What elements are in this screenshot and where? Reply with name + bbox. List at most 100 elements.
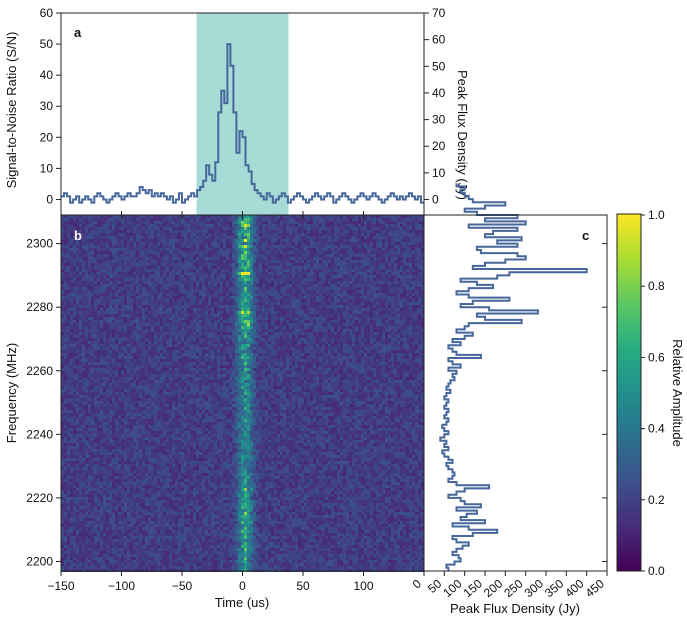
heatmap-cell [205,293,208,296]
heatmap-cell [289,239,292,242]
heatmap-cell [322,332,325,335]
heatmap-cell [229,302,232,305]
heatmap-cell [97,215,100,218]
heatmap-cell [334,308,337,311]
heatmap-cell [67,287,70,290]
heatmap-cell [274,275,277,278]
heatmap-cell [67,251,70,254]
heatmap-cell [109,260,112,263]
heatmap-cell [292,254,295,257]
heatmap-cell [400,266,403,269]
heatmap-cell [175,335,178,338]
heatmap-cell [181,317,184,320]
heatmap-cell [256,323,259,326]
heatmap-cell [208,272,211,275]
heatmap-cell [64,239,67,242]
heatmap-cell [112,218,115,221]
heatmap-cell [394,305,397,308]
heatmap-cell [220,245,223,248]
heatmap-cell [379,284,382,287]
heatmap-cell [391,287,394,290]
heatmap-cell [169,284,172,287]
heatmap-cell [238,233,241,236]
heatmap-cell [340,299,343,302]
heatmap-cell [235,221,238,224]
heatmap-cell [289,236,292,239]
heatmap-cell [415,272,418,275]
heatmap-cell [253,227,256,230]
heatmap-cell [397,326,400,329]
heatmap-cell [265,332,268,335]
heatmap-cell [292,248,295,251]
heatmap-cell [208,251,211,254]
heatmap-cell [175,320,178,323]
heatmap-cell [367,266,370,269]
heatmap-cell [328,227,331,230]
heatmap-cell [379,272,382,275]
heatmap-cell [97,263,100,266]
heatmap-cell [187,299,190,302]
heatmap-cell [268,236,271,239]
heatmap-cell [148,239,151,242]
heatmap-cell [379,236,382,239]
heatmap-cell [319,275,322,278]
heatmap-cell [115,224,118,227]
heatmap-cell [382,308,385,311]
heatmap-cell [271,230,274,233]
heatmap-cell [361,302,364,305]
heatmap-cell [394,317,397,320]
heatmap-cell [151,311,154,314]
heatmap-cell [259,215,262,218]
heatmap-cell [232,293,235,296]
heatmap-cell [157,263,160,266]
heatmap-cell [100,269,103,272]
heatmap-cell [193,227,196,230]
heatmap-cell [319,326,322,329]
heatmap-cell [331,281,334,284]
heatmap-cell [217,320,220,323]
heatmap-cell [214,311,217,314]
heatmap-cell [379,290,382,293]
heatmap-cell [136,299,139,302]
heatmap-cell [229,299,232,302]
heatmap-cell [154,335,157,338]
heatmap-cell [82,287,85,290]
heatmap-cell [76,296,79,299]
heatmap-cell [124,314,127,317]
heatmap-cell [316,332,319,335]
heatmap-cell [169,287,172,290]
heatmap-cell [163,314,166,317]
heatmap-cell [259,218,262,221]
heatmap-cell [352,308,355,311]
heatmap-cell [364,329,367,332]
heatmap-cell [64,323,67,326]
heatmap-cell [82,296,85,299]
heatmap-cell [127,293,130,296]
heatmap-cell [181,329,184,332]
heatmap-cell [178,302,181,305]
heatmap-cell [118,260,121,263]
heatmap-cell [94,248,97,251]
heatmap-cell [85,314,88,317]
heatmap-cell [163,233,166,236]
heatmap-cell [136,308,139,311]
heatmap-cell [298,317,301,320]
heatmap-cell [265,215,268,218]
heatmap-cell [106,326,109,329]
heatmap-cell [94,260,97,263]
heatmap-cell [73,302,76,305]
heatmap-cell [352,302,355,305]
heatmap-cell [403,314,406,317]
heatmap-cell [214,317,217,320]
heatmap-cell [385,260,388,263]
heatmap-cell [172,287,175,290]
heatmap-cell [418,329,421,332]
heatmap-cell [94,233,97,236]
heatmap-cell [181,227,184,230]
heatmap-cell [190,233,193,236]
heatmap-cell [193,278,196,281]
heatmap-cell [100,305,103,308]
heatmap-cell [412,302,415,305]
heatmap-cell [241,323,244,326]
heatmap-cell [172,293,175,296]
